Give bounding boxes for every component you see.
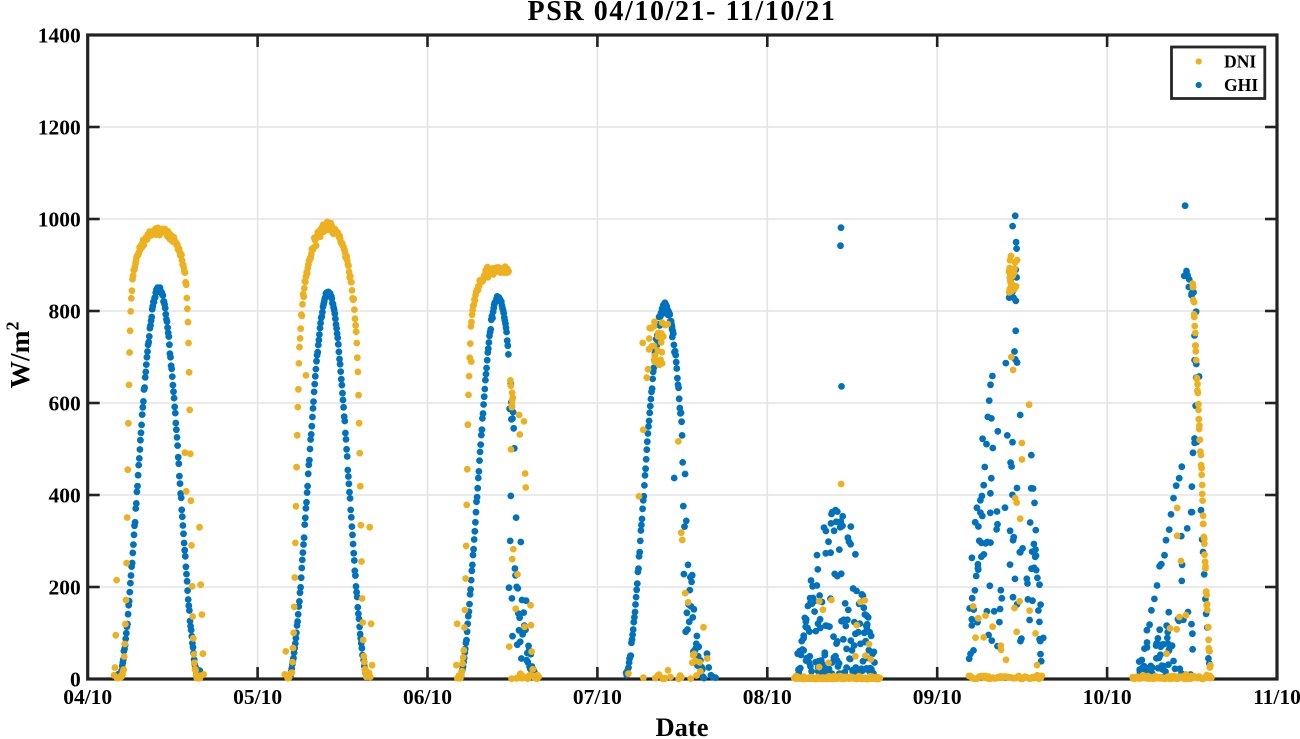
svg-text:W/m2: W/m2: [3, 321, 36, 388]
svg-text:PSR 04/10/21- 11/10/21: PSR 04/10/21- 11/10/21: [528, 0, 837, 27]
svg-text:1400: 1400: [38, 23, 81, 47]
svg-text:0: 0: [70, 667, 81, 691]
svg-text:400: 400: [48, 483, 80, 507]
svg-text:800: 800: [48, 299, 80, 323]
svg-text:Date: Date: [656, 712, 709, 739]
svg-text:04/10: 04/10: [63, 685, 112, 709]
svg-text:05/10: 05/10: [233, 685, 282, 709]
svg-text:09/10: 09/10: [913, 685, 962, 709]
svg-text:08/10: 08/10: [743, 685, 792, 709]
svg-text:200: 200: [48, 575, 80, 599]
svg-text:07/10: 07/10: [573, 685, 622, 709]
svg-text:1200: 1200: [38, 115, 81, 139]
svg-text:06/10: 06/10: [403, 685, 452, 709]
svg-text:600: 600: [48, 391, 80, 415]
svg-text:DNI: DNI: [1224, 51, 1256, 71]
svg-text:10/10: 10/10: [1083, 685, 1132, 709]
svg-text:1000: 1000: [38, 207, 81, 231]
svg-text:GHI: GHI: [1224, 75, 1258, 95]
svg-text:11/10: 11/10: [1253, 685, 1300, 709]
